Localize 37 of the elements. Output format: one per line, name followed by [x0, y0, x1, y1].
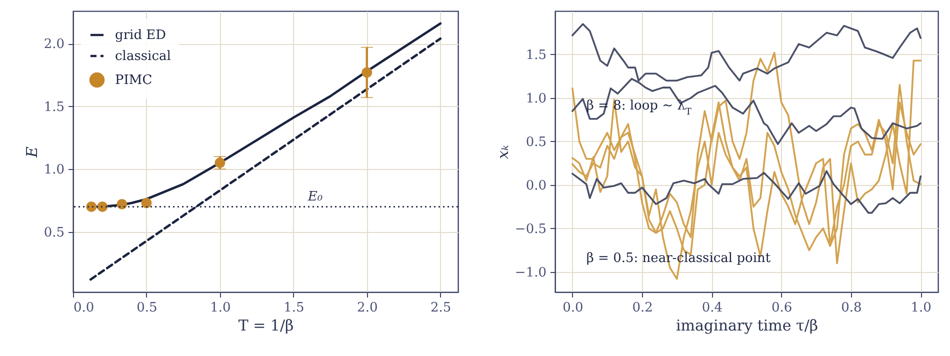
y-axis-title: E — [22, 146, 41, 158]
y-tick-label: 1.0 — [526, 91, 546, 106]
x-tick-label: 1.0 — [210, 300, 231, 316]
x-tick-label: 1.5 — [284, 300, 304, 316]
point — [362, 67, 372, 78]
x-tick-label: 0.5 — [136, 300, 158, 316]
x-tick-label: 0.6 — [771, 300, 792, 316]
x-tick-label: 0.2 — [632, 300, 653, 316]
point — [214, 158, 226, 168]
y-tick-label: −1.0 — [514, 265, 546, 280]
y-tick-label: −0.5 — [514, 222, 546, 237]
x-tick-label: 2.0 — [357, 300, 378, 316]
x-tick-label: 0.0 — [74, 300, 94, 316]
x-tick-label: 1.0 — [910, 300, 932, 316]
x-tick-label: 0.4 — [702, 300, 723, 316]
legend-label: PIMC — [115, 73, 152, 88]
ref-line-label: E₀ — [306, 190, 324, 205]
x-tick-label: 0.0 — [562, 300, 584, 316]
legend-label: grid ED — [115, 28, 166, 43]
point — [86, 201, 97, 212]
y-tick-label: 0.0 — [526, 178, 546, 194]
point — [141, 198, 152, 208]
y-tick-label: 0.5 — [44, 225, 64, 240]
y-tick-label: 1.5 — [44, 100, 64, 115]
y-tick-label: 0.5 — [526, 134, 546, 150]
point — [116, 198, 128, 210]
x-axis-title: imaginary time τ/β — [676, 316, 818, 334]
x-tick-label: 2.5 — [430, 300, 452, 316]
x-tick-label: 0.8 — [841, 300, 862, 316]
line-series — [572, 170, 922, 214]
x-axis-title: T = 1/β — [238, 316, 294, 334]
y-tick-label: 1.5 — [526, 48, 546, 63]
y-axis-title: xₖ — [494, 144, 512, 159]
y-tick-label: 2.0 — [44, 37, 64, 52]
y-tick-label: 1.0 — [44, 162, 64, 178]
legend-label: classical — [115, 49, 171, 64]
point — [97, 201, 108, 212]
